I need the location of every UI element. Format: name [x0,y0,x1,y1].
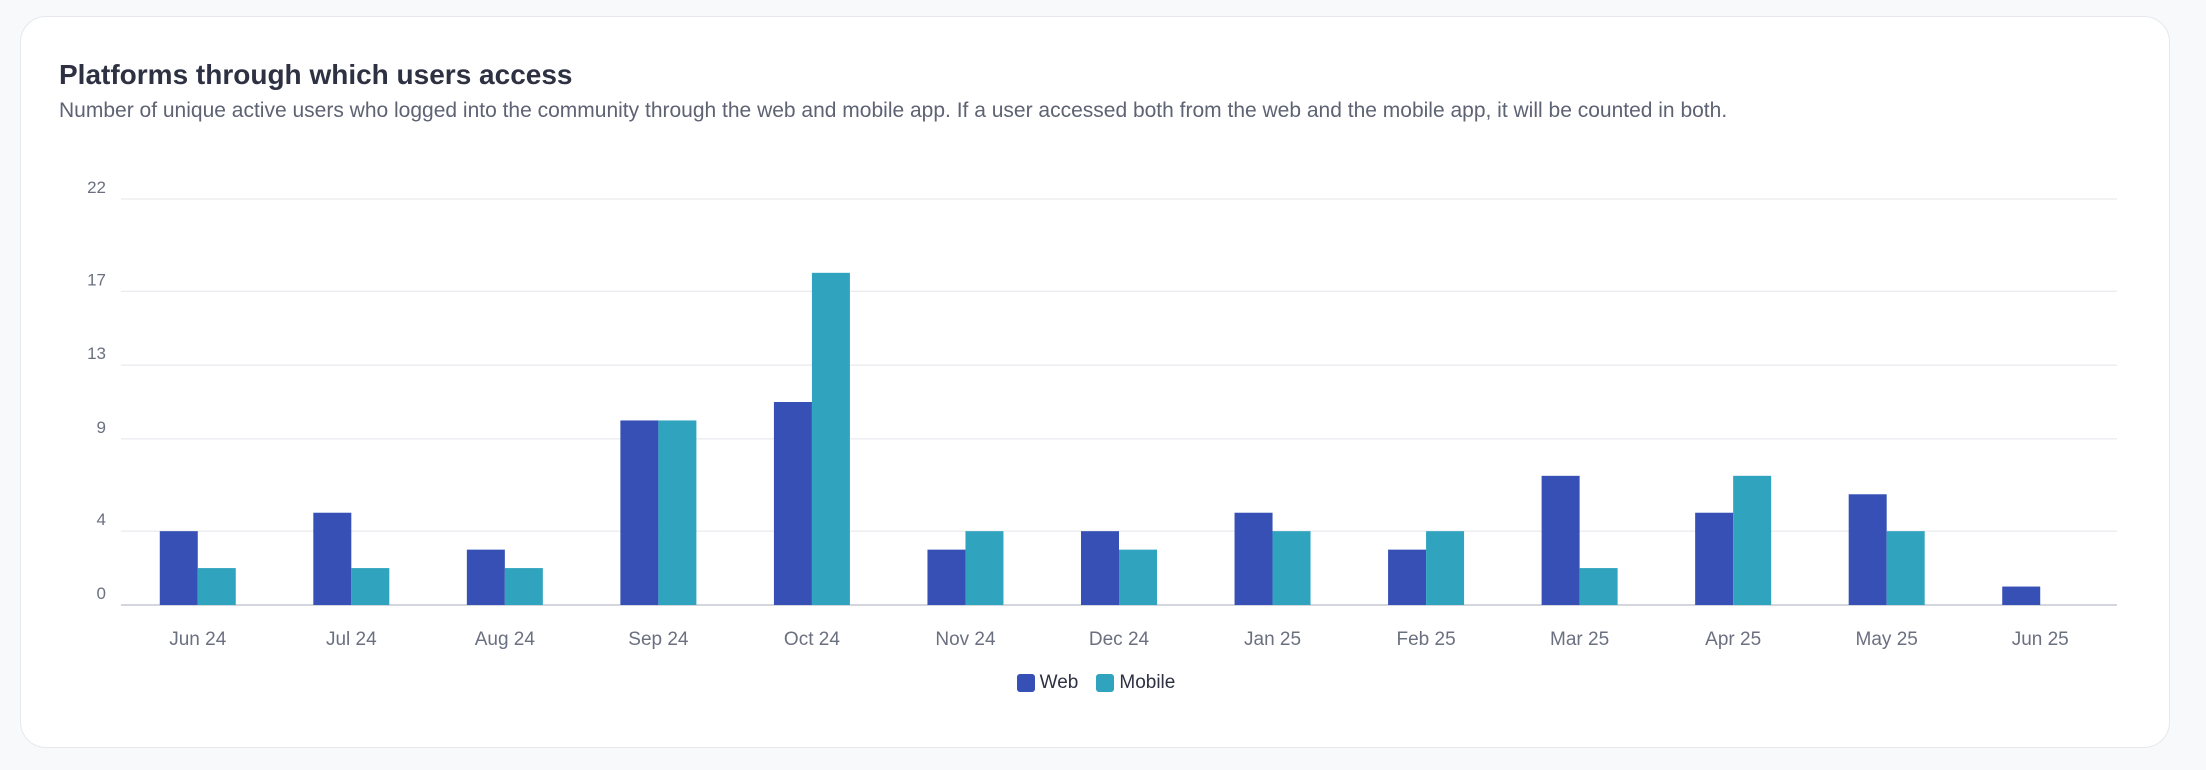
x-tick-label: Dec 24 [1089,629,1150,650]
bar-web-aug-24[interactable] [466,549,505,605]
bar-web-dec-24[interactable] [1081,531,1119,605]
legend-item-mobile[interactable]: Mobile [1096,672,1175,694]
x-axis-labels: Jun 24 Jul 24 Aug 24 Sep 24 Oct 24 Nov 24 Dec … [169,629,2069,650]
x-tick-label: Nov 24 [935,629,996,650]
legend-label-web: Web [1039,672,1079,693]
bar-mobile-may-25[interactable] [1886,531,1925,605]
bar-web-jul-24[interactable] [313,512,352,605]
bars [159,272,2041,605]
x-tick-label: Jan 25 [1244,629,1301,650]
x-tick-label: Jun 25 [2012,629,2069,650]
bar-mobile-jul-24[interactable] [351,568,390,605]
bar-mobile-dec-24[interactable] [1119,549,1157,605]
bar-mobile-jan-25[interactable] [1272,531,1311,605]
chart-subtitle: Number of unique active users who logged… [59,99,1728,122]
bar-mobile-mar-25[interactable] [1579,568,1618,605]
chart-card: Platforms through which users access Num… [20,16,2170,748]
legend-swatch-web [1016,674,1035,692]
y-tick-label: 4 [97,510,106,529]
x-tick-label: Feb 25 [1396,629,1455,650]
bar-web-apr-25[interactable] [1695,512,1734,605]
x-tick-label: Jun 24 [169,629,226,650]
bar-mobile-aug-24[interactable] [504,568,543,605]
x-tick-label: Aug 24 [475,629,536,650]
y-tick-label: 9 [97,418,106,437]
bar-web-nov-24[interactable] [927,549,966,605]
x-tick-label: Jul 24 [326,629,377,650]
bar-mobile-nov-24[interactable] [965,531,1004,605]
x-tick-label: May 25 [1856,629,1918,650]
bar-web-sep-24[interactable] [620,420,659,605]
bar-web-feb-25[interactable] [1388,549,1427,605]
y-tick-label: 22 [87,178,106,197]
bar-mobile-oct-24[interactable] [811,272,850,605]
chart-title: Platforms through which users access [59,59,573,90]
bar-web-oct-24[interactable] [773,402,812,605]
bar-web-may-25[interactable] [1848,494,1887,605]
y-tick-label: 0 [97,584,106,603]
bar-web-jun-25[interactable] [2002,586,2041,605]
x-tick-label: Mar 25 [1550,629,1609,650]
y-tick-label: 17 [87,270,106,289]
y-tick-label: 13 [87,344,106,363]
bar-web-jan-25[interactable] [1234,512,1273,605]
bar-mobile-sep-24[interactable] [658,420,697,605]
x-tick-label: Sep 24 [628,629,689,650]
legend-item-web[interactable]: Web [1016,672,1079,694]
x-tick-label: Apr 25 [1705,629,1761,650]
bar-web-jun-24[interactable] [159,531,198,605]
bar-chart: 0 4 9 13 17 22 Jun 24 Jul 24 Aug 24 Sep 24 Oct 24… [87,178,2117,650]
bar-mobile-feb-25[interactable] [1426,531,1465,605]
legend-label-mobile: Mobile [1119,672,1176,693]
legend-swatch-mobile [1096,674,1115,692]
chart-legend: Web Mobile [21,672,2171,694]
bar-mobile-apr-25[interactable] [1733,475,1772,605]
bar-web-mar-25[interactable] [1541,475,1580,605]
bar-mobile-jun-24[interactable] [197,568,236,605]
x-tick-label: Oct 24 [784,629,840,650]
